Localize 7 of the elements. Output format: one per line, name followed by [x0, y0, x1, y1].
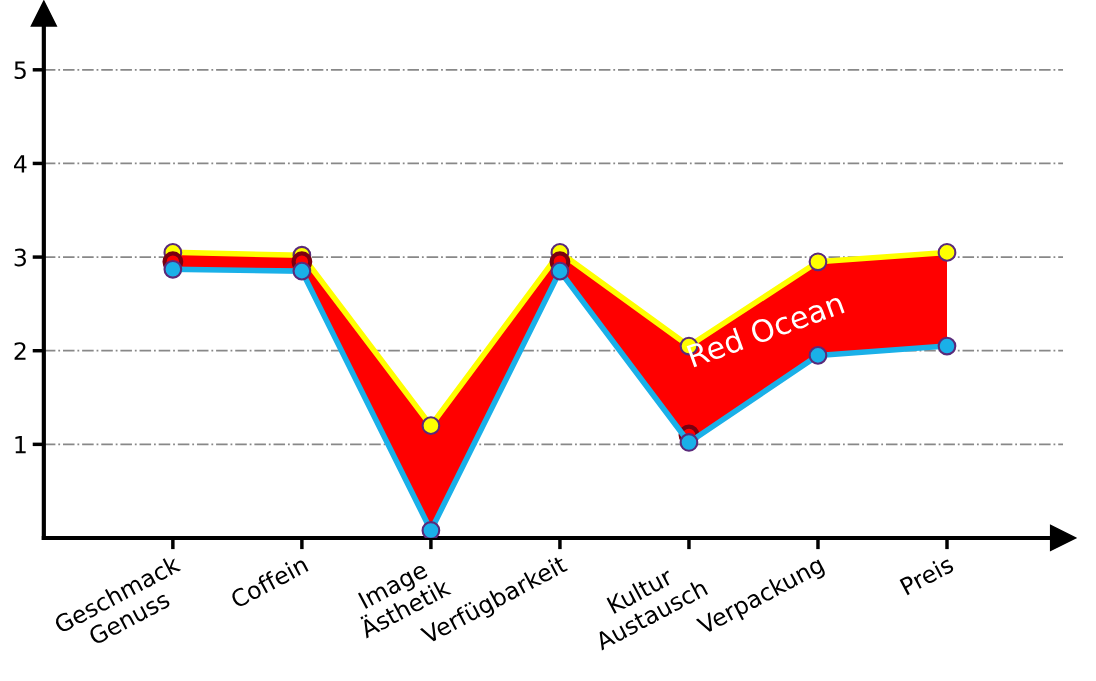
annotation: Red Ocean	[686, 290, 845, 368]
y-tick-label: 4	[14, 155, 27, 173]
y-tick-label: 2	[14, 342, 26, 360]
y-tick-label: 1	[15, 436, 26, 454]
y-tick-label: 3	[14, 248, 26, 267]
y-tick-label: 5	[14, 61, 26, 80]
x-tick-label: Preis	[899, 554, 955, 596]
